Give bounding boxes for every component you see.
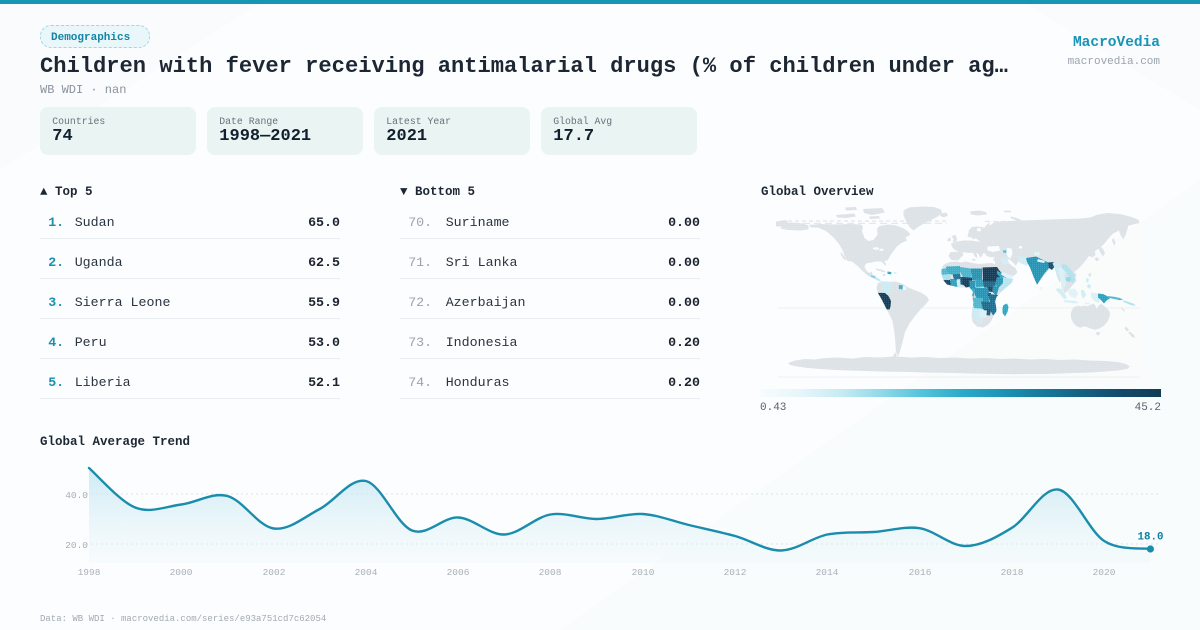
svg-text:18.0: 18.0 [1138,532,1164,544]
